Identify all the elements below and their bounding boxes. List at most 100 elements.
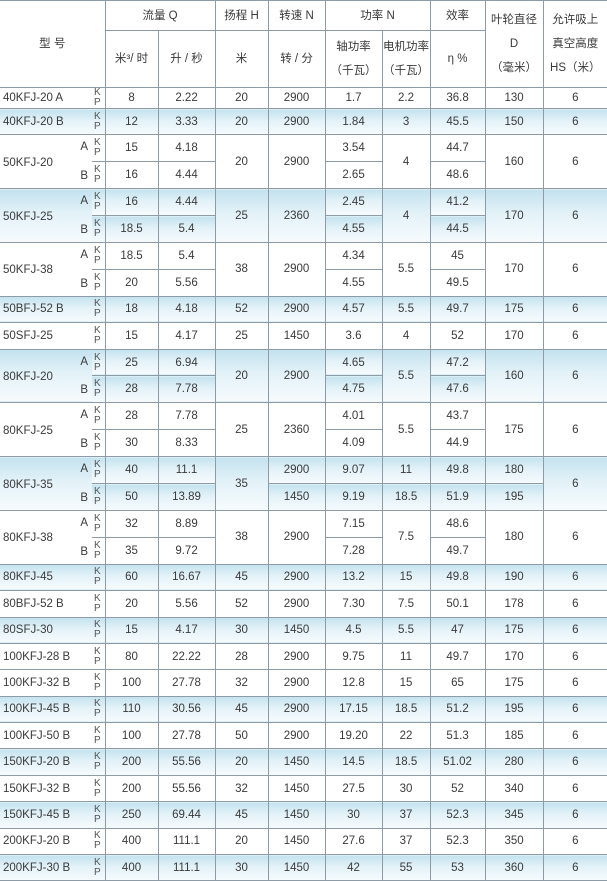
table-row: 200KFJ-30 B K P 400 111.1 30 1450 42 55 53 360 6	[0, 854, 607, 881]
model-cell: 40KFJ-20 B	[0, 107, 92, 136]
table-row: 80SFJ-30 K P 15 4.17 30 1450 4.5 5.5 47 175 6	[0, 616, 607, 644]
shaft-power-cell: 4.75	[324, 375, 383, 404]
header-suction-line1: 允许吸上	[552, 14, 599, 26]
efficiency-cell: 44.9	[429, 429, 486, 458]
model-cell: 80BFJ-52 B	[0, 590, 92, 618]
speed-cell: 2900	[267, 241, 326, 297]
shaft-power-cell: 13.2	[324, 563, 383, 592]
motor-power-cell: 15	[381, 669, 431, 697]
shaft-power-cell: 9.07	[324, 456, 383, 485]
suction-height-cell: 6	[542, 801, 607, 829]
flow-ls-cell: 4.18	[157, 134, 216, 163]
motor-power-cell: 18.5	[381, 483, 431, 511]
suction-height-cell: 6	[542, 241, 607, 297]
flow-ls-cell: 13.89	[157, 483, 216, 511]
kp-k: K	[94, 218, 101, 230]
flow-ls-cell: 6.94	[157, 348, 216, 377]
flow-ls-cell: 27.78	[157, 669, 216, 697]
model-name: 50KFJ-25	[3, 210, 53, 223]
model-wrap: 80KFJ-38 A B	[3, 511, 92, 563]
model-cell: 80KFJ-35 A B	[0, 456, 92, 511]
suction-height-cell: 6	[542, 616, 607, 644]
table-row: 80KFJ-38 A B K P 32 8.89 38 2900 7.15 7.5 48.6 180 6	[0, 509, 607, 565]
speed-cell: 2900	[267, 563, 326, 592]
efficiency-cell: 45.5	[429, 107, 486, 136]
head-cell: 20	[214, 827, 269, 856]
head-cell: 45	[214, 801, 269, 829]
header-speed: 转速 N	[267, 0, 326, 31]
table-row: K P 18.5 5.4 4.55 44.5	[0, 215, 607, 243]
speed-cell: 2900	[267, 87, 326, 109]
efficiency-cell: 51.3	[429, 722, 486, 750]
impeller-diameter-cell: 350	[484, 827, 544, 856]
impeller-diameter-cell: 180	[484, 456, 544, 485]
model-wrap: 50KFJ-20 A B	[3, 136, 92, 188]
flow-ls-cell: 111.1	[157, 827, 216, 856]
model-cell: 40KFJ-20 A	[0, 87, 92, 109]
kp-p: P	[94, 469, 101, 481]
kp-k: K	[94, 856, 101, 868]
flow-ls-cell: 5.4	[157, 215, 216, 243]
table-row: 80KFJ-35 A B K P 40 11.1 35 2900 9.07 11 49.8 180 6	[0, 456, 607, 511]
impeller-diameter-cell: 170	[484, 642, 544, 671]
impeller-diameter-cell: 170	[484, 241, 544, 297]
shaft-power-cell: 1.7	[324, 87, 383, 109]
flow-m3h-cell: 35	[104, 536, 159, 565]
table-row: 80KFJ-20 A B K P 25 6.94 20 2900 4.65 5.5 47.2 160 6	[0, 348, 607, 404]
kp-k: K	[94, 645, 101, 657]
speed-cell: 2900	[267, 107, 326, 136]
flow-ls-cell: 8.33	[157, 429, 216, 458]
shaft-power-cell: 3.54	[324, 134, 383, 163]
model-suffix: B	[80, 384, 88, 397]
kp-k: K	[94, 751, 101, 763]
flow-ls-cell: 3.33	[157, 107, 216, 136]
motor-power-cell: 18.5	[381, 748, 431, 776]
suction-height-cell: 6	[542, 774, 607, 803]
kp-p: P	[94, 549, 101, 561]
table-row: 50KFJ-25 A B K P 16 4.44 25 2360 2.45 4 41.2 170 6	[0, 188, 607, 243]
suction-height-cell: 6	[542, 748, 607, 776]
shaft-power-cell: 4.09	[324, 429, 383, 458]
flow-m3h-cell: 16	[104, 188, 159, 217]
kp-p: P	[94, 629, 101, 641]
header-suction-height: 允许吸上 真空高度 HS（米）	[542, 0, 607, 88]
kp-p: P	[94, 682, 101, 693]
shaft-power-cell: 42	[324, 854, 383, 881]
header-efficiency-unit: η %	[429, 30, 486, 88]
model-suffix: B	[80, 170, 88, 183]
model-cell: 100KFJ-50 B	[0, 722, 92, 750]
kp-p: P	[94, 97, 101, 108]
speed-cell: 1450	[267, 774, 326, 803]
efficiency-cell: 45	[429, 241, 486, 270]
suction-height-cell: 6	[542, 509, 607, 565]
speed-cell: 1450	[267, 483, 326, 511]
head-cell: 20	[214, 748, 269, 776]
efficiency-cell: 49.8	[429, 563, 486, 592]
table-body: 40KFJ-20 A K P 8 2.22 20 2900 1.7 2.2 36.8 130 6 40K…	[0, 87, 607, 881]
table-row: 50KFJ-20 A B K P 15 4.18 20 2900 3.54 4 44.7 160 6	[0, 134, 607, 190]
kp-k: K	[94, 486, 101, 497]
motor-power-cell: 7.5	[381, 509, 431, 565]
efficiency-cell: 43.7	[429, 402, 486, 431]
efficiency-cell: 65	[429, 669, 486, 697]
kp-k: K	[94, 271, 101, 283]
kp-k: K	[94, 512, 101, 524]
speed-cell: 2360	[267, 188, 326, 243]
flow-m3h-cell: 30	[104, 429, 159, 458]
model-name: 80KFJ-20	[3, 371, 53, 384]
efficiency-cell: 44.5	[429, 215, 486, 243]
model-cell: 200KFJ-30 B	[0, 854, 92, 881]
table-row: K P 35 9.72 7.28 49.7	[0, 536, 607, 565]
kp-k: K	[94, 539, 101, 551]
header-impeller-line2: D	[509, 38, 519, 50]
shaft-power-cell: 7.30	[324, 590, 383, 618]
shaft-power-cell: 7.15	[324, 509, 383, 538]
shaft-power-cell: 4.55	[324, 215, 383, 243]
